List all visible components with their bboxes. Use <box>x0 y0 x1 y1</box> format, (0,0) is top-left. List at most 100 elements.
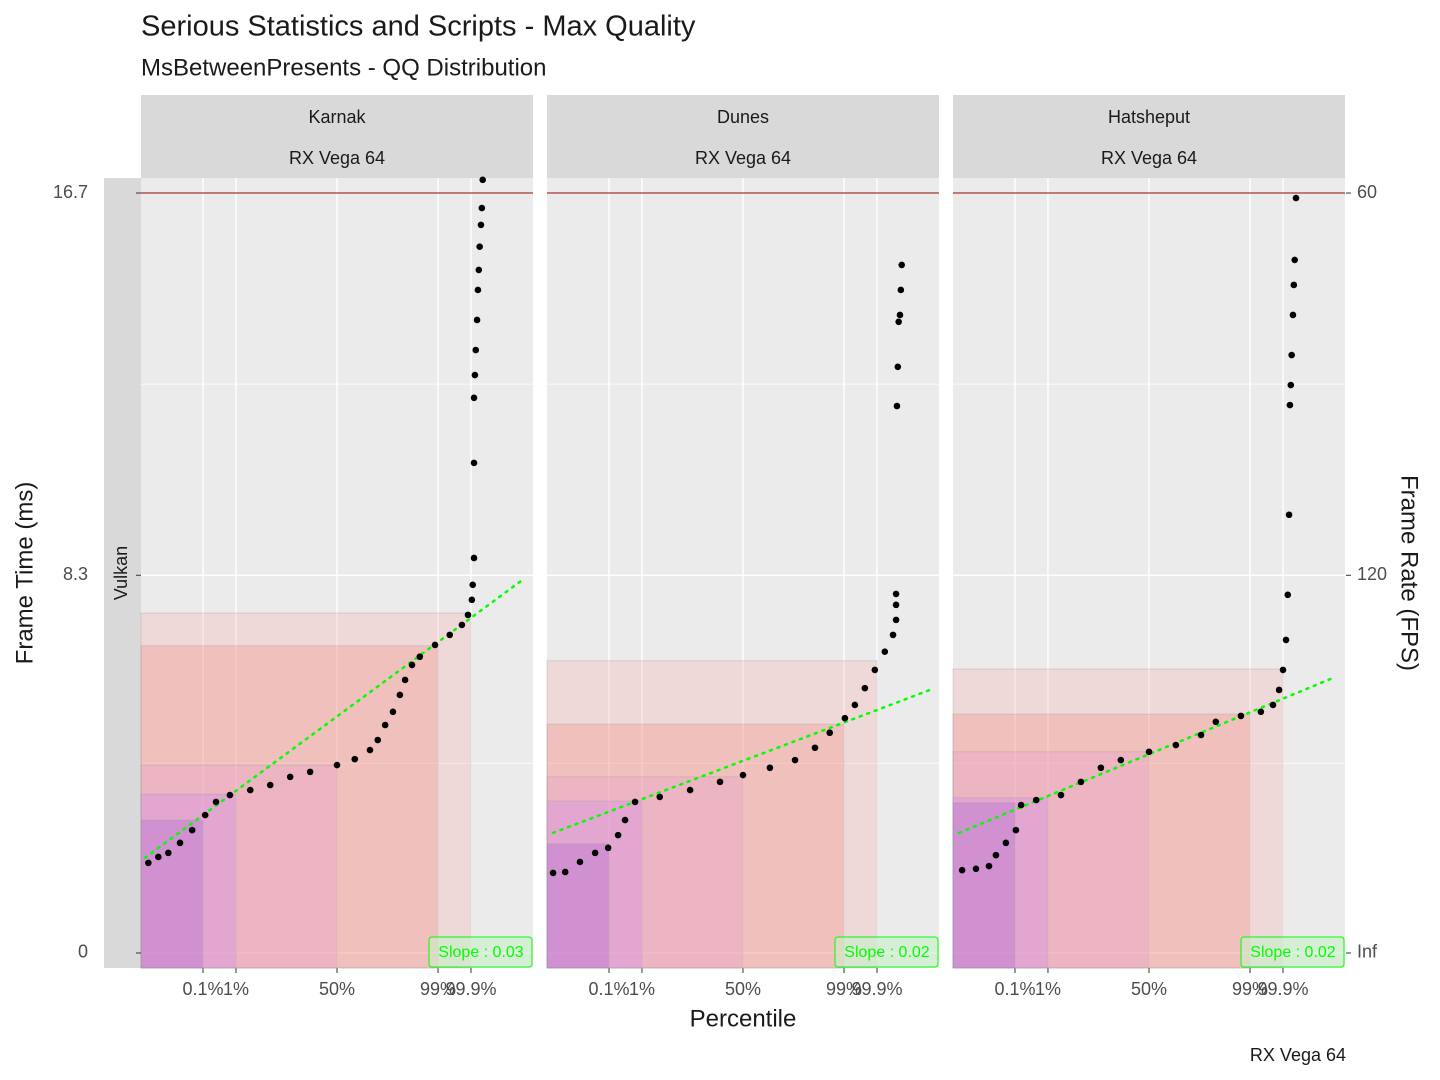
point <box>201 811 209 819</box>
slope-box <box>1240 936 1345 968</box>
point <box>1257 708 1265 716</box>
quantile-band <box>140 819 204 969</box>
x-tick-label: 50% <box>725 979 761 999</box>
point <box>155 853 162 861</box>
point <box>306 768 314 776</box>
point <box>474 286 482 294</box>
point <box>604 844 612 852</box>
point <box>1292 194 1300 202</box>
point <box>1097 764 1105 772</box>
point <box>1012 826 1020 834</box>
quantile-band <box>140 612 472 969</box>
point <box>165 849 172 857</box>
point <box>478 204 486 212</box>
point <box>477 221 485 229</box>
slope-label: Slope : 0.03 <box>438 944 524 961</box>
y2-tick-label: Inf <box>1357 942 1378 962</box>
point <box>351 755 359 763</box>
point <box>861 684 869 692</box>
y2-axis-title: Frame Rate (FPS) <box>1396 475 1423 671</box>
point <box>958 866 966 874</box>
point <box>176 839 184 847</box>
point <box>333 761 341 769</box>
point <box>889 631 897 639</box>
point <box>446 631 454 639</box>
point <box>1057 791 1065 799</box>
x-tick-label: 1% <box>629 979 655 999</box>
slope-label: Slope : 0.02 <box>844 944 930 961</box>
point <box>475 266 483 274</box>
point <box>561 868 569 876</box>
point <box>811 744 819 752</box>
point <box>686 786 694 794</box>
point <box>1017 801 1025 809</box>
point <box>549 869 557 877</box>
point <box>1286 401 1294 409</box>
x-tick-label: 1% <box>223 979 249 999</box>
point <box>286 773 294 781</box>
point <box>621 816 629 824</box>
y-tick-label: 0 <box>78 942 88 962</box>
chart-title: Serious Statistics and Scripts - Max Qua… <box>141 11 696 43</box>
point <box>366 746 374 754</box>
point <box>851 701 859 709</box>
x-tick-label: 0.1% <box>182 979 223 999</box>
point <box>246 786 254 794</box>
point <box>212 798 220 806</box>
point <box>826 729 834 737</box>
point <box>1282 636 1290 644</box>
quantile-band <box>952 802 1016 969</box>
point <box>401 676 409 684</box>
point <box>892 616 900 624</box>
point <box>1285 511 1293 519</box>
point <box>656 793 664 801</box>
strip-label: Karnak <box>308 107 366 127</box>
strip <box>953 95 1345 178</box>
point <box>458 621 466 629</box>
point <box>614 831 622 839</box>
point <box>1077 778 1085 786</box>
point <box>716 778 724 786</box>
point <box>1288 351 1295 359</box>
quantile-band <box>140 645 439 969</box>
point <box>470 459 478 467</box>
row-strip-label: Vulkan <box>111 546 131 600</box>
point <box>631 798 639 806</box>
quantile-band <box>952 751 1150 969</box>
point <box>897 286 905 294</box>
quantile-band <box>140 764 338 969</box>
x-tick-label: 99.9% <box>1257 979 1308 999</box>
point <box>1287 381 1295 389</box>
point <box>1237 712 1245 720</box>
x-tick-label: 99.9% <box>851 979 902 999</box>
y-axis-title: Frame Time (ms) <box>11 482 38 665</box>
x-tick-label: 99% <box>1232 979 1268 999</box>
point <box>894 363 902 371</box>
point <box>188 826 196 834</box>
point <box>972 865 980 873</box>
point <box>470 394 478 402</box>
slope-label: Slope : 0.02 <box>1250 944 1336 961</box>
x-tick-label: 50% <box>319 979 355 999</box>
point <box>841 714 849 722</box>
point <box>895 318 902 326</box>
x-tick-label: 99% <box>420 979 456 999</box>
point <box>470 554 478 562</box>
strip <box>141 95 533 178</box>
quantile-band <box>546 723 845 969</box>
chart-subtitle: MsBetweenPresents - QQ Distribution <box>141 54 546 81</box>
point <box>416 653 424 661</box>
point <box>396 691 404 699</box>
strip-label: RX Vega 64 <box>289 148 385 168</box>
point <box>1289 311 1297 319</box>
strip <box>547 95 939 178</box>
point <box>381 721 389 729</box>
slope-box <box>428 936 533 968</box>
point <box>892 590 900 598</box>
point <box>389 708 397 716</box>
point <box>985 862 993 870</box>
row-strip <box>104 178 141 968</box>
point <box>892 601 900 609</box>
strip-label: Dunes <box>717 107 769 127</box>
